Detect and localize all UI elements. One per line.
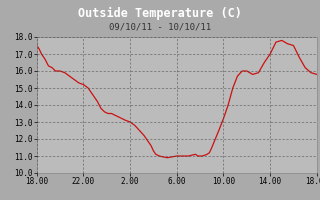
Text: 09/10/11 - 10/10/11: 09/10/11 - 10/10/11: [109, 22, 211, 31]
Text: Outside Temperature (C): Outside Temperature (C): [78, 6, 242, 20]
